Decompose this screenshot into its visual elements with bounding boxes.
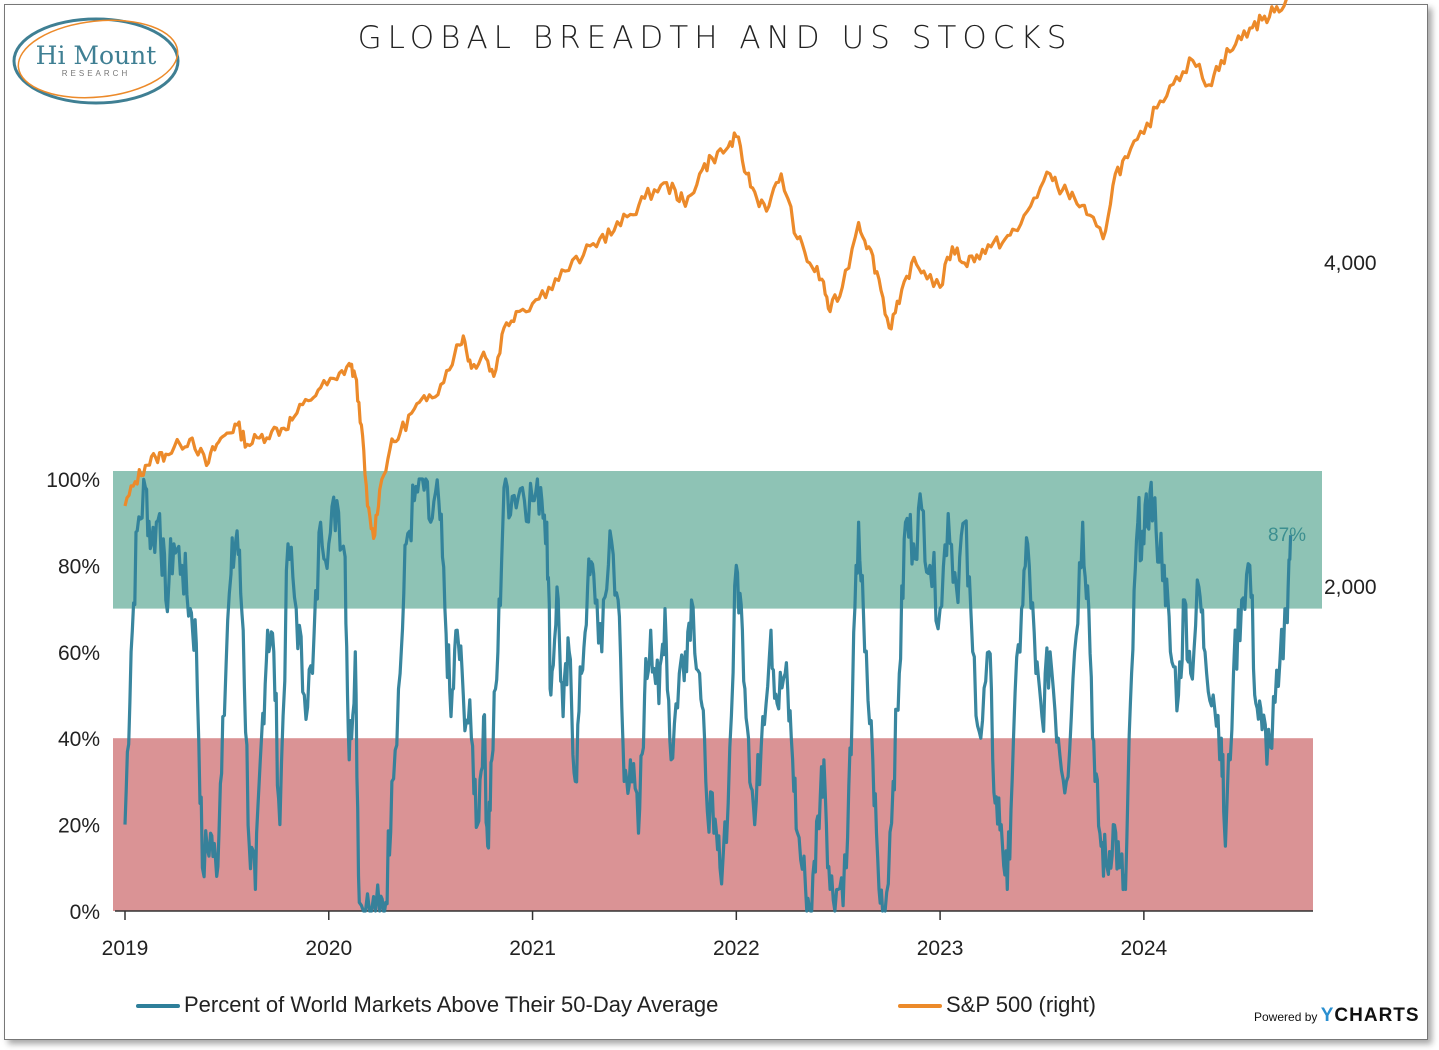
band-overbought: [113, 471, 1322, 609]
left-tick-label-20: 20%: [58, 815, 100, 838]
powered-by-text: Powered by: [1254, 1010, 1318, 1024]
spx-series-line: [123, 0, 1288, 540]
logo-subtitle: RESEARCH: [61, 69, 131, 78]
legend-spx-label: S&P 500 (right): [946, 992, 1097, 1017]
logo-name: Hi Mount: [35, 41, 157, 70]
x-tick-label-2024: 2024: [1121, 937, 1168, 960]
legend-breadth: Percent of World Markets Above Their 50-…: [136, 992, 718, 1018]
left-tick-label-100: 100%: [46, 469, 100, 492]
last-value-label: 87%: [1268, 525, 1306, 546]
hi-mount-logo: Hi Mount RESEARCH: [10, 14, 182, 108]
legend-breadth-swatch: [136, 1004, 180, 1009]
x-tick-label-2020: 2020: [305, 937, 352, 960]
left-tick-label-60: 60%: [58, 642, 100, 665]
right-tick-label-4000: 4,000: [1324, 252, 1377, 275]
logo-ellipse-icon: [12, 17, 180, 105]
legend-spx: S&P 500 (right): [898, 992, 1096, 1018]
left-tick-label-40: 40%: [58, 728, 100, 751]
powered-by-ycharts: Powered by YCHARTS: [1254, 1005, 1420, 1027]
x-tick-label-2019: 2019: [102, 937, 149, 960]
x-tick-label-2021: 2021: [509, 937, 556, 960]
breadth-series-line: [123, 477, 1293, 913]
chart-title: GLOBAL BREADTH AND US STOCKS: [357, 20, 1073, 56]
ycharts-y: Y: [1320, 1005, 1335, 1026]
ycharts-rest: CHARTS: [1334, 1005, 1420, 1026]
legend-breadth-label: Percent of World Markets Above Their 50-…: [184, 992, 719, 1017]
left-tick-label-0: 0%: [70, 901, 100, 924]
x-tick-label-2023: 2023: [917, 937, 964, 960]
right-tick-label-2000: 2,000: [1324, 576, 1377, 599]
left-tick-label-80: 80%: [58, 555, 100, 578]
x-tick-label-2022: 2022: [713, 937, 760, 960]
legend-spx-swatch: [898, 1004, 942, 1009]
